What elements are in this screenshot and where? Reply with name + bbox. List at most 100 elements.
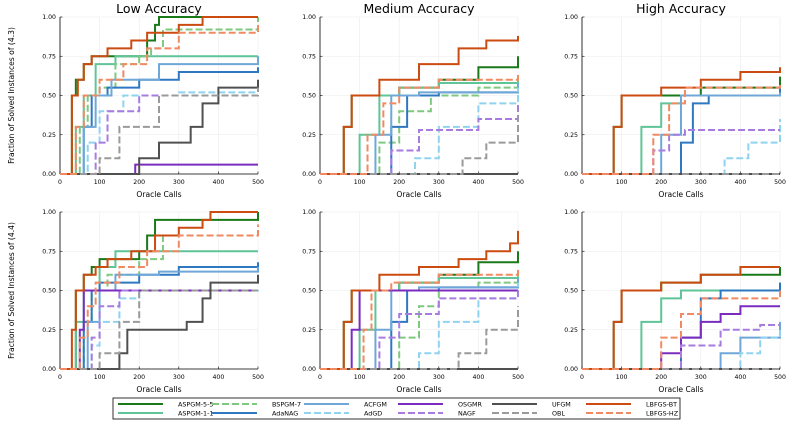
y-tick-label: 0.75 (42, 248, 56, 255)
subplot-title: Low Accuracy (116, 1, 202, 16)
y-tick-label: 0.50 (302, 288, 316, 295)
y-tick-label: 0.75 (564, 248, 578, 255)
x-axis-label: Oracle Calls (658, 385, 703, 394)
x-tick-label: 0 (580, 179, 584, 186)
x-axis-label: Oracle Calls (396, 190, 441, 199)
y-tick-label: 0.00 (564, 171, 578, 178)
subplot-6: 0 100 200 300 400 500 0.00 0.25 0.50 0.75 1.00 Orac… (564, 209, 786, 394)
x-tick-label: 0 (318, 374, 322, 381)
subplot-4: 0 100 200 300 400 500 0.00 0.25 0.50 0.75 1.00 Orac… (7, 209, 264, 394)
legend-label: OSGMR (458, 400, 483, 408)
x-tick-label: 0 (58, 179, 62, 186)
subplot-title: Medium Accuracy (363, 1, 475, 16)
x-tick-label: 400 (212, 374, 224, 381)
series-lbfgs-hz (582, 290, 781, 370)
y-tick-label: 1.00 (42, 209, 56, 216)
y-tick-label: 1.00 (42, 14, 56, 21)
x-tick-label: 500 (252, 179, 264, 186)
x-tick-label: 300 (173, 179, 185, 186)
series-aspgm-1-1 (320, 76, 519, 175)
x-tick-label: 200 (655, 179, 667, 186)
y-tick-label: 0.25 (42, 132, 56, 139)
y-tick-label: 1.00 (302, 209, 316, 216)
x-tick-label: 300 (695, 374, 707, 381)
x-tick-label: 300 (695, 179, 707, 186)
x-tick-label: 0 (318, 179, 322, 186)
y-tick-label: 0.25 (564, 327, 578, 334)
x-axis-label: Oracle Calls (136, 190, 181, 199)
series-lbfgs-hz (60, 224, 259, 370)
x-tick-label: 0 (580, 374, 584, 381)
x-tick-label: 300 (433, 374, 445, 381)
x-axis-label: Oracle Calls (396, 385, 441, 394)
y-tick-label: 1.00 (564, 209, 578, 216)
y-tick-label: 0.75 (564, 53, 578, 60)
legend-label: ASPGM-1-1 (178, 409, 214, 417)
y-axis-label: Fraction of Solved Instances of (4.3) (7, 27, 16, 164)
series-lbfgs-bt (582, 265, 780, 370)
y-tick-label: 1.00 (302, 14, 316, 21)
legend-label: NAGF (458, 409, 476, 417)
y-tick-label: 0.25 (42, 327, 56, 334)
subplot-3: 0 100 200 300 400 500 0.00 0.25 0.50 0.75 1.00 High… (564, 1, 786, 199)
y-tick-label: 0.00 (302, 366, 316, 373)
x-tick-label: 200 (393, 374, 405, 381)
x-tick-label: 300 (433, 179, 445, 186)
x-tick-label: 400 (734, 374, 746, 381)
x-tick-label: 200 (133, 179, 145, 186)
x-tick-label: 200 (655, 374, 667, 381)
x-tick-label: 500 (774, 374, 786, 381)
y-tick-label: 0.75 (302, 248, 316, 255)
legend-label: OBL (552, 409, 565, 417)
series-adgd (60, 287, 259, 370)
series-aspgm-1-1 (60, 250, 258, 370)
legend-label: ACFGM (364, 400, 387, 408)
series-acfgm (320, 82, 519, 175)
y-tick-label: 0.00 (564, 366, 578, 373)
subplot-2: 0 100 200 300 400 500 0.00 0.25 0.50 0.75 1.00 Medi… (302, 1, 524, 199)
legend-label: AdaNAG (272, 409, 298, 417)
legend-label: LBFGS-HZ (646, 409, 679, 417)
legend-label: AdGD (364, 409, 382, 417)
x-tick-label: 500 (512, 179, 524, 186)
y-tick-label: 0.50 (564, 93, 578, 100)
series-lbfgs-bt (582, 67, 781, 175)
x-tick-label: 400 (734, 179, 746, 186)
series-lbfgs-bt (320, 230, 519, 370)
x-tick-label: 500 (774, 179, 786, 186)
x-tick-label: 100 (94, 179, 106, 186)
series-lbfgs-bt (60, 16, 258, 175)
x-tick-label: 500 (512, 374, 524, 381)
series-adanag (582, 282, 781, 370)
series-obl (320, 306, 519, 370)
series-nagf (582, 324, 780, 370)
series-nagf (60, 92, 259, 175)
x-tick-label: 100 (354, 374, 366, 381)
y-tick-label: 0.50 (564, 288, 578, 295)
series-nagf (60, 289, 258, 370)
series-ufgm (60, 79, 259, 175)
subplot-1: 0 100 200 300 400 500 0.00 0.25 0.50 0.75 1.00 Low … (7, 1, 264, 199)
series-lbfgs-hz (320, 71, 519, 175)
series-acfgm (60, 56, 259, 175)
y-tick-label: 0.50 (42, 288, 56, 295)
series-lbfgs-hz (582, 82, 781, 175)
y-tick-label: 1.00 (564, 14, 578, 21)
y-tick-label: 0.50 (42, 93, 56, 100)
y-tick-label: 0.25 (302, 327, 316, 334)
subplot-title: High Accuracy (636, 1, 726, 16)
y-axis-label: Fraction of Solved Instances of (4.4) (7, 222, 16, 359)
x-tick-label: 0 (58, 374, 62, 381)
x-tick-label: 100 (616, 374, 628, 381)
x-tick-label: 200 (393, 179, 405, 186)
x-tick-label: 400 (472, 179, 484, 186)
x-tick-label: 100 (354, 179, 366, 186)
y-tick-label: 0.00 (302, 171, 316, 178)
series-lbfgs-bt (60, 211, 258, 370)
y-tick-label: 0.75 (302, 53, 316, 60)
x-tick-label: 200 (133, 374, 145, 381)
series-bspgm-7 (60, 224, 259, 370)
series-bspgm-7 (320, 79, 519, 175)
